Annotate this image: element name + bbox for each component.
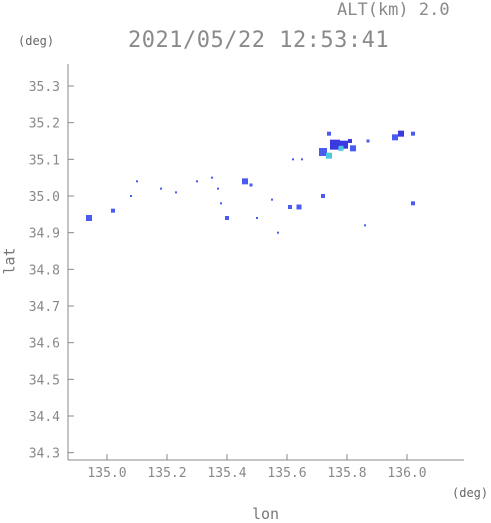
- data-point: [160, 187, 162, 190]
- data-point: [136, 180, 138, 183]
- y-tick-label: 34.7: [29, 300, 60, 315]
- x-ticks: 135.0 135.2 135.4 135.6 135.8 136.0: [87, 454, 427, 481]
- x-tick-label: 135.6: [267, 466, 306, 481]
- y-tick-label: 34.8: [29, 263, 60, 278]
- x-tick-label: 135.0: [87, 466, 126, 481]
- data-point: [338, 145, 344, 151]
- data-point: [330, 139, 340, 150]
- data-point: [398, 130, 404, 137]
- data-point: [350, 145, 356, 152]
- data-point: [220, 202, 222, 205]
- y-ticks: 34.3 34.4 34.5 34.6 34.7 34.8 34.9 35.0 35.1 35.2…: [29, 80, 74, 462]
- data-point: [242, 178, 248, 185]
- data-point: [111, 208, 115, 213]
- data-point: [364, 224, 366, 227]
- data-point: [319, 148, 327, 156]
- x-axis-label: lon: [252, 505, 280, 523]
- data-point: [411, 201, 415, 206]
- y-axis-unit: (deg): [18, 34, 55, 48]
- data-point: [411, 131, 415, 136]
- data-point: [130, 195, 132, 197]
- data-point: [327, 131, 331, 136]
- data-point: [301, 158, 303, 161]
- y-tick-label: 34.3: [29, 447, 60, 462]
- x-tick-label: 135.2: [147, 466, 186, 481]
- chart-title: 2021/05/22 12:53:41: [128, 28, 390, 53]
- y-tick-label: 34.6: [29, 337, 60, 352]
- data-point: [296, 204, 302, 210]
- altitude-label: ALT(km) 2.0: [337, 0, 450, 20]
- data-point: [225, 216, 229, 220]
- y-tick-label: 35.0: [29, 190, 60, 205]
- data-point: [326, 152, 332, 159]
- y-tick-label: 35.1: [29, 153, 60, 168]
- y-tick-label: 34.4: [29, 410, 60, 425]
- data-point: [392, 134, 398, 141]
- x-axis-unit: (deg): [452, 486, 489, 500]
- data-point: [277, 231, 279, 234]
- data-point: [340, 140, 348, 149]
- data-point: [271, 198, 273, 201]
- data-point: [348, 139, 352, 143]
- data-point: [256, 217, 258, 219]
- x-tick-label: 136.0: [387, 466, 426, 481]
- y-tick-label: 35.3: [29, 80, 60, 95]
- data-point: [196, 180, 198, 183]
- y-tick-label: 34.5: [29, 373, 60, 388]
- data-point: [288, 205, 292, 209]
- data-point: [175, 191, 177, 194]
- data-points: [86, 130, 415, 234]
- data-point: [321, 194, 325, 198]
- x-tick-label: 135.8: [327, 466, 366, 481]
- data-point: [292, 158, 294, 161]
- x-tick-label: 135.4: [207, 466, 246, 481]
- y-tick-label: 34.9: [29, 227, 60, 242]
- data-point: [217, 187, 219, 190]
- data-point: [86, 215, 92, 221]
- data-point: [249, 183, 253, 187]
- y-tick-label: 35.2: [29, 117, 60, 132]
- data-point: [211, 176, 213, 179]
- data-point: [366, 139, 370, 143]
